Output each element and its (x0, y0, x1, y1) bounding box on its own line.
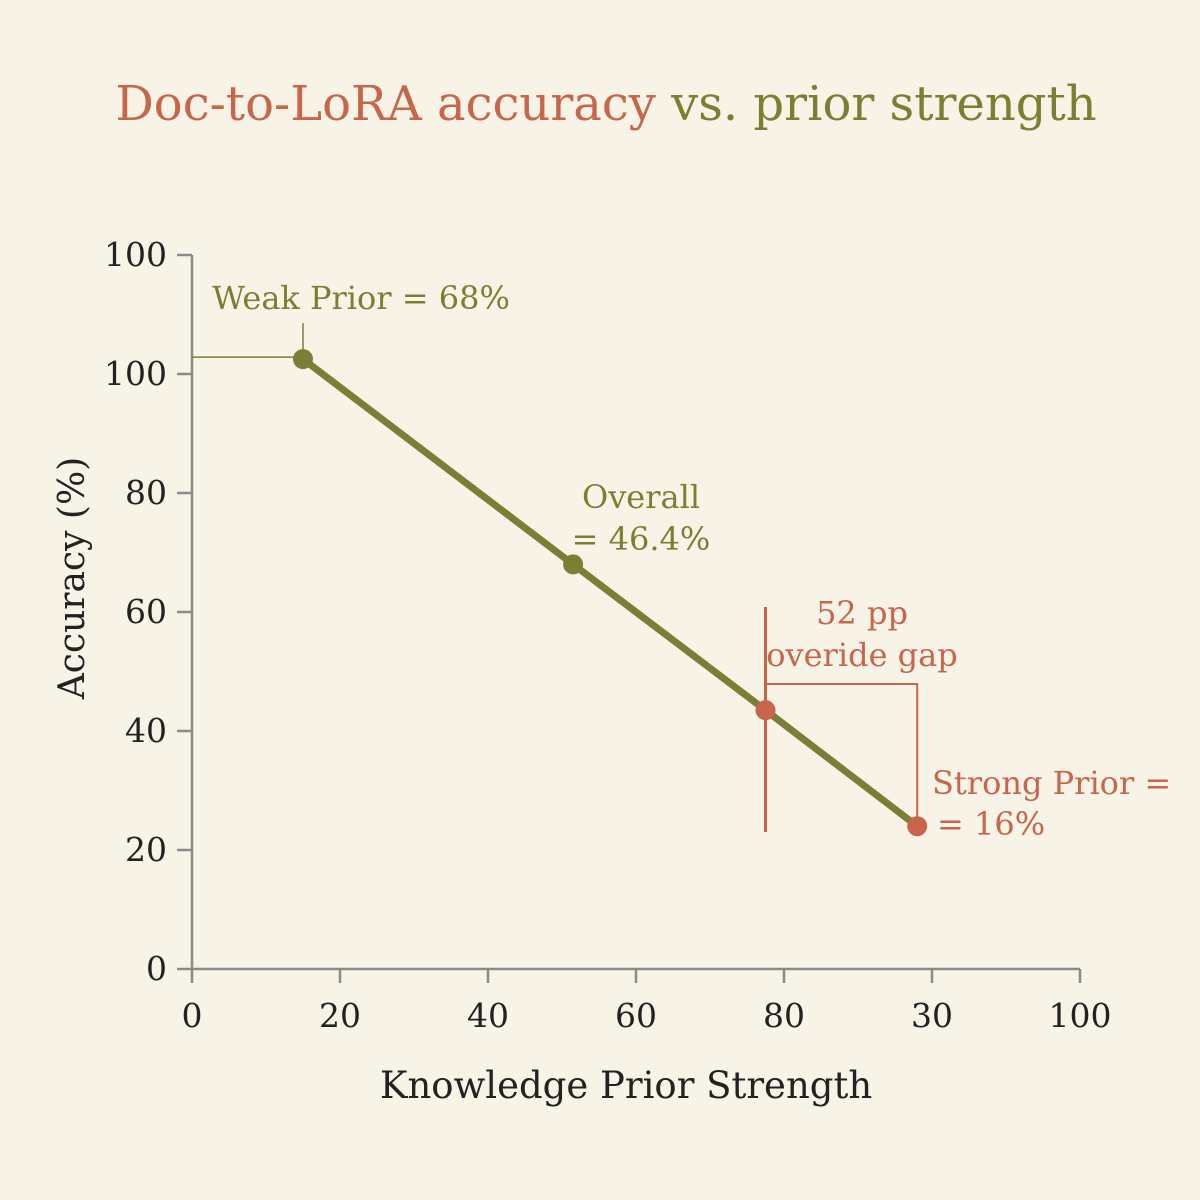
weak-annotation-line: Weak Prior = 68% (212, 279, 510, 317)
gap-bracket (765, 683, 919, 827)
annotation-guides (192, 323, 919, 832)
strong-annotation-line: Strong Prior = (932, 764, 1171, 802)
y-tick-label: 40 (125, 711, 167, 750)
strong-annotation-line: = 16% (937, 805, 1045, 843)
y-tick-label: 60 (125, 592, 167, 631)
x-tick-label: 80 (763, 996, 805, 1035)
data-point (563, 554, 584, 575)
series-line (299, 355, 921, 830)
annotations: Weak Prior = 68% Overall = 46.4% 52 pp overi… (212, 279, 1171, 843)
overall-annotation-line: = 46.4% (572, 520, 711, 558)
title-part-secondary: vs. prior strength (656, 76, 1097, 132)
series (293, 349, 928, 837)
x-tick-label: 0 (182, 996, 203, 1035)
x-axis-label: Knowledge Prior Strength (380, 1064, 872, 1107)
y-tick-label: 0 (146, 949, 167, 988)
y-tick-label: 20 (125, 830, 167, 869)
x-tick-label: 100 (1049, 996, 1112, 1035)
title-part-main: Doc-to-LoRA accuracy (115, 76, 656, 132)
x-tick-label: 20 (319, 996, 361, 1035)
data-point (755, 700, 776, 721)
axes: 0 20 40 60 80 100 100 0 20 40 60 80 30 100 (104, 235, 1112, 1035)
chart-title: Doc-to-LoRA accuracy vs. prior strength (115, 76, 1096, 132)
gap-annotation-line: overide gap (766, 636, 957, 674)
x-tick-label: 60 (615, 996, 657, 1035)
y-tick-label: 100 (104, 235, 167, 274)
x-tick-label: 30 (911, 996, 953, 1035)
data-point (293, 349, 313, 370)
overall-annotation-line: Overall (582, 478, 700, 516)
y-tick-label: 100 (104, 354, 167, 393)
y-tick-label: 80 (125, 473, 167, 512)
y-axis-label: Accuracy (%) (52, 457, 93, 700)
data-point (907, 816, 928, 837)
x-tick-label: 40 (467, 996, 509, 1035)
gap-annotation-line: 52 pp (816, 594, 908, 632)
